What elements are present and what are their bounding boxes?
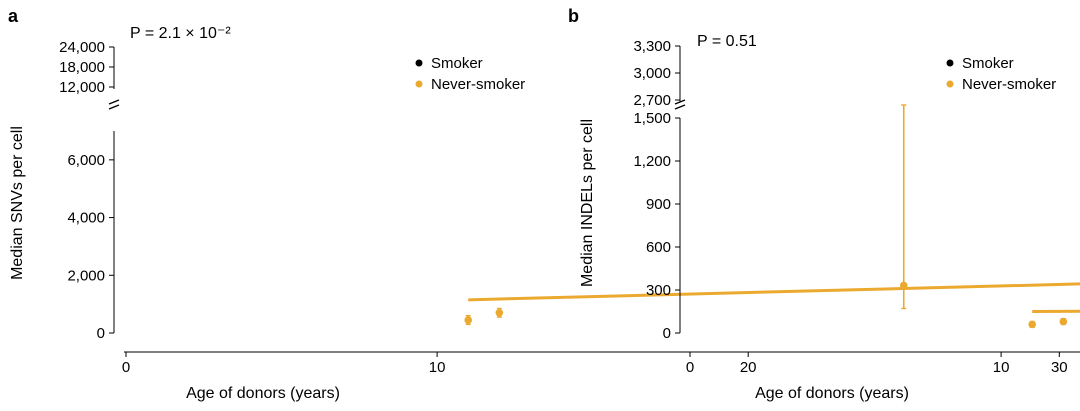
legend-a-smoker: Smoker	[431, 55, 483, 72]
never-smoker-point	[899, 281, 908, 290]
y-tick-label: 1,200	[633, 153, 671, 170]
y-tick-label: 600	[646, 239, 671, 256]
y-axis-break-mark	[674, 104, 686, 110]
y-tick-label: 0	[663, 325, 671, 342]
x-tick-label: 10	[429, 359, 446, 376]
y-tick-label: 300	[646, 282, 671, 299]
x-tick-label: 0	[686, 359, 694, 376]
never-smoker-point	[1028, 320, 1037, 329]
legend-a-never-marker	[415, 80, 423, 88]
y-axis-break-mark	[108, 104, 120, 110]
y-tick-label: 3,000	[633, 65, 671, 82]
panel-b-ylabel: Median INDELs per cell	[579, 119, 596, 287]
x-tick-label: 20	[740, 359, 757, 376]
x-tick-label: 10	[993, 359, 1010, 376]
legend-a-smoker-marker	[415, 59, 423, 67]
y-axis-break-mark	[108, 99, 120, 105]
panel-a-ylabel: Median SNVs per cell	[9, 126, 26, 280]
legend-b-smoker-marker	[946, 59, 954, 67]
never-smoker-point	[495, 309, 504, 317]
panel-b-pvalue: P = 0.51	[697, 33, 757, 50]
y-axis-break-mark	[674, 99, 686, 105]
panel-a-letter: a	[8, 6, 19, 26]
y-tick-label: 12,000	[59, 79, 105, 96]
panel-b-xlabel: Age of donors (years)	[755, 385, 909, 402]
never-smoker-point	[464, 316, 473, 324]
y-tick-label: 24,000	[59, 39, 105, 56]
panel-a-xlabel: Age of donors (years)	[186, 385, 340, 402]
y-tick-label: 3,300	[633, 38, 671, 55]
x-tick-label: 0	[122, 359, 130, 376]
x-tick-label: 30	[1051, 359, 1068, 376]
y-tick-label: 2,700	[633, 92, 671, 109]
legend-b-smoker: Smoker	[962, 55, 1014, 72]
y-tick-label: 0	[97, 325, 105, 342]
y-tick-label: 900	[646, 196, 671, 213]
y-tick-label: 18,000	[59, 59, 105, 76]
panel-b-letter: b	[568, 6, 579, 26]
legend-a-never: Never-smoker	[431, 76, 525, 93]
never-smoker-point	[1059, 317, 1068, 326]
y-tick-label: 4,000	[67, 210, 105, 227]
panel-a-plot: 010203040506070809002,0004,0006,00012,00…	[59, 39, 1080, 376]
never-smoker-fit-line	[1032, 309, 1080, 313]
panel-a-pvalue: P = 2.1 × 10⁻²	[130, 25, 231, 42]
y-tick-label: 2,000	[67, 267, 105, 284]
y-tick-label: 1,500	[633, 110, 671, 127]
y-tick-label: 6,000	[67, 152, 105, 169]
legend-b-never: Never-smoker	[962, 76, 1056, 93]
panel-b-plot: 010203040506070809003006009001,2001,5002…	[633, 38, 1080, 376]
never-smoker-fit-line	[468, 282, 1080, 302]
legend-b-never-marker	[946, 80, 954, 88]
